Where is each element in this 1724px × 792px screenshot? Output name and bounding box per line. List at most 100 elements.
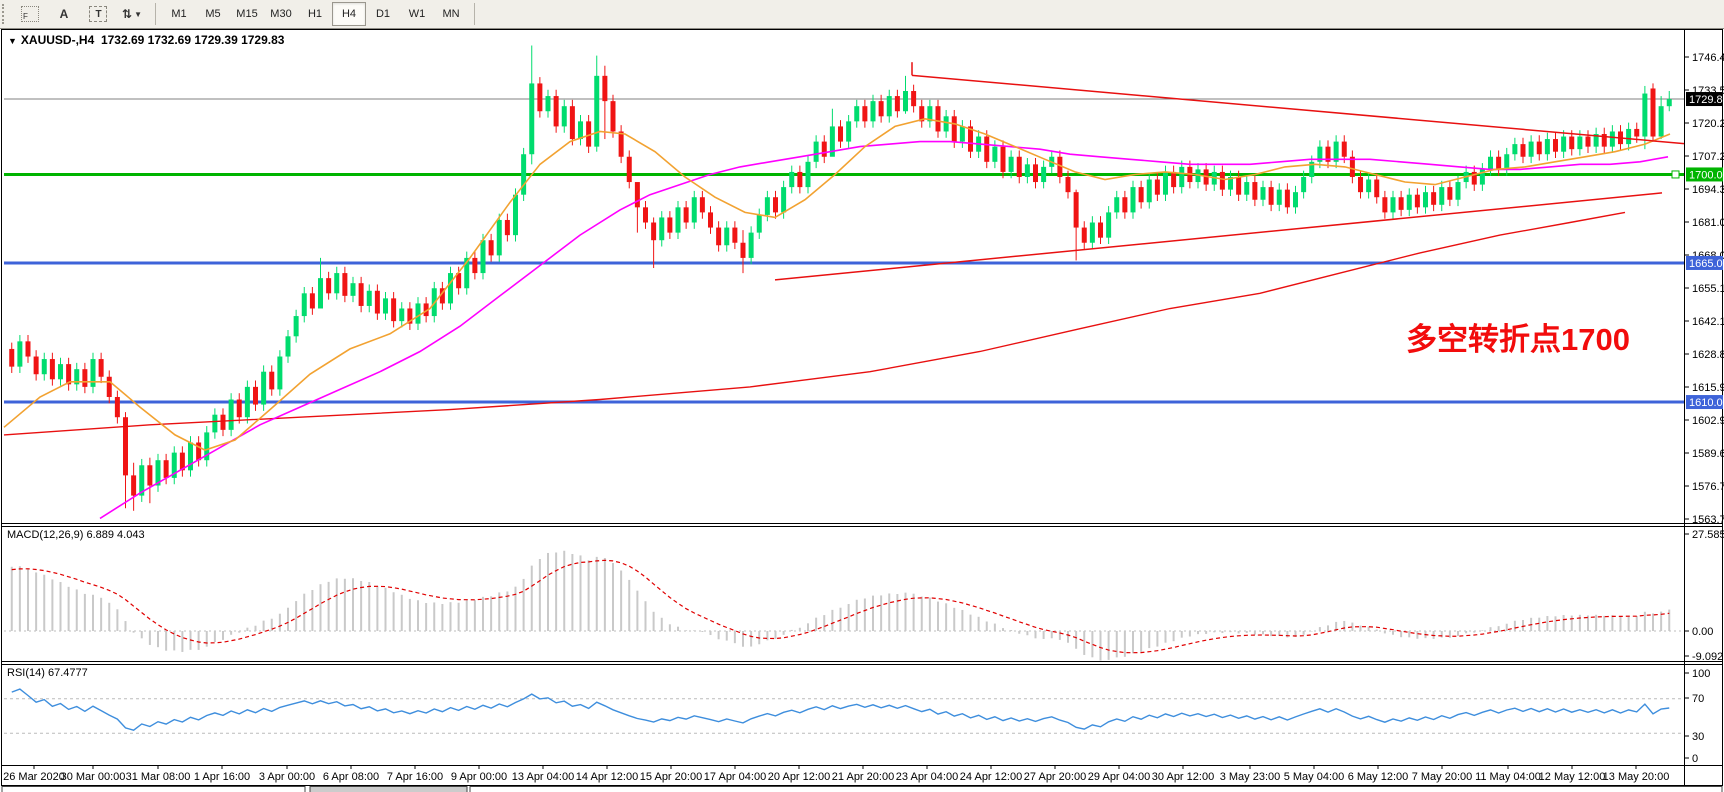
candle-body <box>984 136 990 162</box>
candle-body <box>773 197 778 213</box>
candle-body <box>131 475 137 496</box>
hline-1665-label: 1665.00 <box>1689 258 1724 270</box>
candle-body <box>318 278 323 309</box>
ma-magenta-line <box>99 140 1669 520</box>
candle-body <box>651 222 657 241</box>
candle-body <box>407 308 413 324</box>
toolbar-drag-handle[interactable] <box>2 4 10 24</box>
candle-body <box>1366 179 1372 193</box>
candle-body <box>1536 141 1542 155</box>
candle-body <box>163 460 169 478</box>
timeframe-button-h1[interactable]: H1 <box>307 8 323 20</box>
candle-body <box>586 121 592 147</box>
candle-body <box>1301 176 1307 193</box>
candle-body <box>1073 192 1079 228</box>
candle-body <box>935 106 941 132</box>
candle-body <box>1114 197 1120 213</box>
dotted-grid-f-tool-button[interactable]: F <box>13 2 47 26</box>
candle-body <box>1561 136 1567 152</box>
text-label-a-tool-button[interactable]: A <box>47 2 81 26</box>
candle-body <box>911 91 917 107</box>
candle-body <box>155 460 161 486</box>
timeframe-button-h4[interactable]: H4 <box>332 2 366 26</box>
timeframe-button-d1[interactable]: D1 <box>375 8 391 20</box>
candle-body <box>1219 171 1225 190</box>
descending-trendline[interactable] <box>911 74 1685 145</box>
chart-header[interactable]: ▼ XAUUSD-,H4 1732.69 1732.69 1729.39 1729… <box>8 33 284 47</box>
candle-body <box>1479 169 1485 185</box>
hline-1610-label: 1610.00 <box>1689 397 1724 409</box>
candle-body <box>196 442 202 461</box>
candle-body <box>1601 134 1607 147</box>
candle-body <box>1488 156 1493 170</box>
candle-body <box>1000 146 1006 172</box>
candle-body <box>1431 192 1437 205</box>
candle-body <box>1504 154 1510 170</box>
candle-body <box>578 121 583 140</box>
time-tick-label: 3 May 23:00 <box>1220 771 1281 783</box>
candle-body <box>553 96 559 127</box>
timeframe-button-mn[interactable]: MN <box>442 8 460 20</box>
candle-body <box>756 214 762 233</box>
rsi-line <box>11 688 1670 731</box>
candle-body <box>732 227 738 243</box>
candle-body <box>1447 187 1453 200</box>
candle-body <box>683 207 689 223</box>
candle-body <box>602 75 608 102</box>
candle-body <box>212 414 218 433</box>
time-tick-label: 5 May 04:00 <box>1284 771 1345 783</box>
bottom-tab-middle[interactable] <box>309 786 468 792</box>
chart-annotation-text[interactable]: 多空转折点1700 <box>1406 322 1630 357</box>
candle-body <box>391 298 397 322</box>
price-tick-label: 1563.75 <box>1692 514 1724 526</box>
candle-body <box>1642 93 1648 137</box>
price-tick-label: 1746.45 <box>1692 52 1724 64</box>
macd-tick-label: 27.585 <box>1692 529 1724 541</box>
toolbar: F A T ⇅ ▼ M1 M5 M15 M30 H1 H4 D1 W1 MN <box>0 0 1724 29</box>
candle-body <box>326 278 332 294</box>
candle-body <box>1041 166 1047 183</box>
timeframe-button-m1[interactable]: M1 <box>171 8 187 20</box>
candle-body <box>1471 171 1477 185</box>
bottom-tab-left[interactable] <box>1 786 306 792</box>
time-tick-label: 17 Apr 04:00 <box>704 771 766 783</box>
text-tool-button[interactable]: T <box>81 2 115 26</box>
candle-body <box>114 396 120 418</box>
time-tick-label: 21 Apr 20:00 <box>832 771 894 783</box>
candle-body <box>618 131 624 157</box>
candle-body <box>1333 141 1339 162</box>
time-tick-label: 24 Apr 12:00 <box>960 771 1022 783</box>
candle-body <box>1122 197 1128 213</box>
candle-body <box>805 161 811 188</box>
candle-body <box>456 273 462 289</box>
candle-body <box>439 288 445 304</box>
bottom-tab-right[interactable] <box>469 786 1723 792</box>
candle-body <box>1154 179 1160 195</box>
macd-histogram <box>10 550 1671 661</box>
symbol-dropdown-icon[interactable]: ▼ <box>8 36 17 46</box>
timeframe-button-w1[interactable]: W1 <box>408 8 426 20</box>
time-tick-label: 15 Apr 20:00 <box>640 771 702 783</box>
timeframe-button-m15[interactable]: M15 <box>236 8 258 20</box>
timeframe-button-m30[interactable]: M30 <box>270 8 292 20</box>
arrows-tool-button[interactable]: ⇅ ▼ <box>115 2 149 26</box>
candle-body <box>1406 194 1412 210</box>
hline-1700-handle[interactable] <box>1671 170 1680 179</box>
candle-body <box>358 283 364 306</box>
ascending-trendline[interactable] <box>774 192 1663 281</box>
text-tool-t-icon: T <box>89 6 107 22</box>
candle-body <box>1577 136 1583 150</box>
candle-body <box>269 371 275 390</box>
candle-body <box>1236 176 1242 195</box>
candle-body <box>374 290 380 314</box>
macd-indicator-label: MACD(12,26,9) 6.889 4.043 <box>7 529 145 541</box>
time-tick-label: 9 Apr 00:00 <box>451 771 507 783</box>
candle-body <box>1293 192 1298 208</box>
candle-body <box>545 96 551 112</box>
candle-body <box>179 452 185 471</box>
timeframe-button-m5[interactable]: M5 <box>205 8 221 20</box>
macd-signal-line <box>11 559 1670 654</box>
candle-body <box>1569 136 1575 150</box>
